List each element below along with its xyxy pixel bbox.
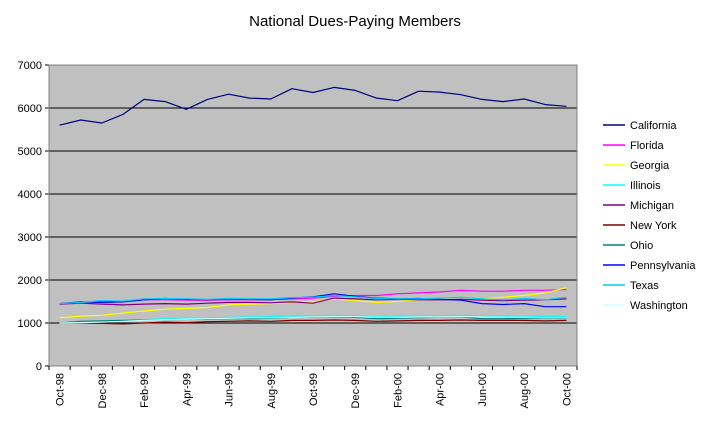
x-tick-label: Aug-00 xyxy=(519,373,531,408)
legend-label-washington: Washington xyxy=(630,300,688,312)
legend-label-ohio: Ohio xyxy=(630,240,653,252)
y-tick-label: 7000 xyxy=(18,60,42,72)
x-tick-label: Jun-99 xyxy=(224,373,236,407)
legend-label-florida: Florida xyxy=(630,140,665,152)
series-line-new-york xyxy=(59,319,567,325)
x-tick-label: Aug-99 xyxy=(266,373,278,408)
y-tick-label: 6000 xyxy=(18,103,42,115)
x-tick-label: Jun-00 xyxy=(477,373,489,407)
series-lines xyxy=(59,86,567,325)
x-tick-label: Oct-00 xyxy=(561,373,573,406)
plot-border xyxy=(48,64,578,367)
chart-title: National Dues-Paying Members xyxy=(249,13,461,30)
legend-label-texas: Texas xyxy=(630,280,659,292)
x-tick-label: Apr-99 xyxy=(181,373,193,406)
y-tick-label: 0 xyxy=(36,361,42,373)
series-line-washington xyxy=(59,316,567,324)
y-tick-label: 4000 xyxy=(18,189,42,201)
x-tick-label: Dec-98 xyxy=(97,373,109,408)
series-line-california xyxy=(59,86,567,126)
legend: California Florida Georgia Illinois Michigan… xyxy=(592,110,703,319)
series-line-texas xyxy=(59,294,567,305)
x-tick-label: Feb-99 xyxy=(139,373,151,408)
y-tick-label: 3000 xyxy=(18,232,42,244)
x-tick-label: Dec-99 xyxy=(350,373,362,408)
x-tick-label: Feb-00 xyxy=(392,373,404,408)
legend-label-georgia: Georgia xyxy=(630,160,670,172)
y-tick-label: 2000 xyxy=(18,275,42,287)
legend-label-illinois: Illinois xyxy=(630,180,661,192)
legend-label-new-york: New York xyxy=(630,220,677,232)
legend-label-pennsylvania: Pennsylvania xyxy=(630,260,696,272)
x-tick-label: Apr-00 xyxy=(435,373,447,406)
axes: 0 1000 2000 3000 4000 5000 6000 7000 Oct-98 Dec-9… xyxy=(18,60,578,408)
legend-label-michigan: Michigan xyxy=(630,200,674,212)
x-tick-label: Oct-98 xyxy=(55,373,67,406)
y-tick-label: 1000 xyxy=(18,318,42,330)
legend-label-california: California xyxy=(630,120,677,132)
x-tick-label: Oct-99 xyxy=(308,373,320,406)
y-tick-label: 5000 xyxy=(18,146,42,158)
series-line-michigan xyxy=(59,297,567,306)
